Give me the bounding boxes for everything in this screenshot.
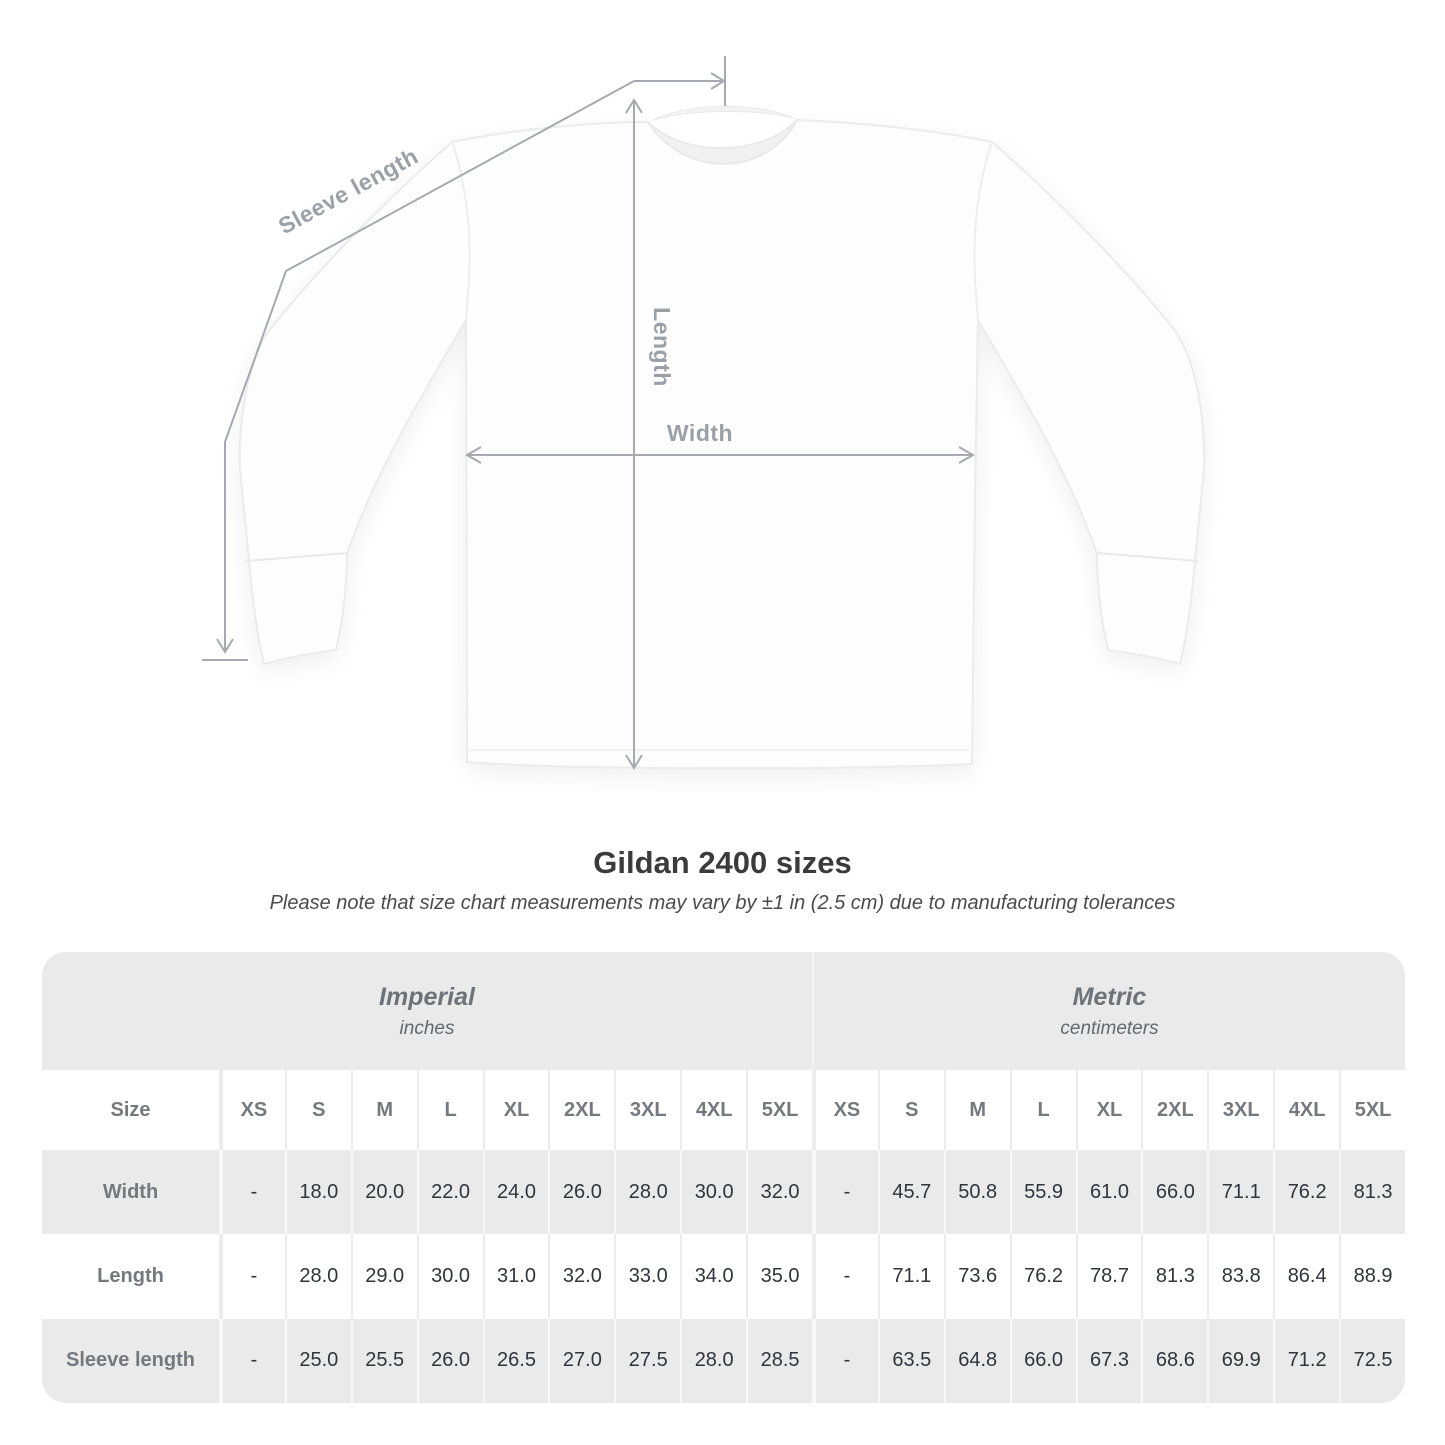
size-value-cell: 26.0 <box>548 1150 615 1235</box>
size-value-cell: 29.0 <box>350 1234 417 1319</box>
size-value-cell: 81.3 <box>1339 1150 1405 1235</box>
size-value-cell: 81.3 <box>1141 1234 1208 1319</box>
size-value-cell: 28.0 <box>680 1318 747 1403</box>
group-unit: centimeters <box>1060 1017 1159 1039</box>
size-value-cell: 22.0 <box>416 1150 483 1235</box>
size-column-header: 2XL <box>1141 1070 1208 1150</box>
size-table: Imperial inches Metric centimeters Size XS S M L… <box>42 952 1405 1403</box>
page-title: Gildan 2400 sizes <box>593 845 852 880</box>
collar-band <box>647 119 798 165</box>
long-sleeve-shirt-illustration <box>238 105 1206 770</box>
size-value-cell: - <box>811 1318 878 1403</box>
size-column-header: 4XL <box>680 1070 747 1150</box>
size-value-cell: 63.5 <box>877 1318 944 1403</box>
size-value-cell: 66.0 <box>1009 1318 1076 1403</box>
size-column-header: M <box>943 1070 1010 1150</box>
size-value-cell: 68.6 <box>1141 1318 1208 1403</box>
size-value-cell: 27.5 <box>614 1318 681 1403</box>
size-value-cell: 71.2 <box>1273 1318 1340 1403</box>
back-collar <box>652 105 794 121</box>
size-column-header: XS <box>219 1070 285 1150</box>
measurement-row-label: Length <box>42 1234 219 1319</box>
size-column-header: XS <box>811 1070 878 1150</box>
size-value-cell: 35.0 <box>746 1234 812 1319</box>
size-column-header: 5XL <box>1339 1070 1405 1150</box>
size-value-cell: 26.0 <box>416 1318 483 1403</box>
size-value-cell: 24.0 <box>482 1150 549 1235</box>
size-value-cell: 33.0 <box>614 1234 681 1319</box>
size-corner-header: Size <box>42 1070 219 1150</box>
size-value-cell: 25.0 <box>284 1318 351 1403</box>
size-value-cell: 31.0 <box>482 1234 549 1319</box>
width-measure <box>464 446 976 464</box>
group-title: Imperial <box>379 982 475 1011</box>
size-value-cell: 45.7 <box>877 1150 944 1235</box>
group-header-metric: Metric centimeters <box>811 952 1405 1070</box>
size-column-header: 5XL <box>746 1070 812 1150</box>
tolerance-note: Please note that size chart measurements… <box>269 892 1176 914</box>
size-value-cell: 32.0 <box>746 1150 812 1235</box>
size-value-cell: 71.1 <box>1207 1150 1274 1235</box>
size-column-header: 2XL <box>548 1070 615 1150</box>
size-column-header: L <box>1009 1070 1076 1150</box>
size-column-header: 3XL <box>614 1070 681 1150</box>
size-value-cell: 30.0 <box>680 1150 747 1235</box>
size-value-cell: 83.8 <box>1207 1234 1274 1319</box>
group-header-imperial: Imperial inches <box>42 952 812 1070</box>
measurement-row-label: Sleeve length <box>42 1318 219 1403</box>
size-column-header: S <box>284 1070 351 1150</box>
size-value-cell: - <box>811 1234 878 1319</box>
size-column-header: XL <box>482 1070 549 1150</box>
size-value-cell: 88.9 <box>1339 1234 1405 1319</box>
size-column-header: L <box>416 1070 483 1150</box>
size-value-cell: 26.5 <box>482 1318 549 1403</box>
sleeve-length-measure <box>202 56 726 661</box>
size-value-cell: 67.3 <box>1075 1318 1142 1403</box>
shirt-measurement-diagram: Width Length Sleeve length <box>202 56 1206 770</box>
size-value-cell: 50.8 <box>943 1150 1010 1235</box>
length-label: Length <box>649 307 675 387</box>
size-value-cell: 61.0 <box>1075 1150 1142 1235</box>
shirt-outline <box>238 118 1206 770</box>
size-value-cell: 69.9 <box>1207 1318 1274 1403</box>
group-unit: inches <box>399 1017 455 1039</box>
size-value-cell: 18.0 <box>284 1150 351 1235</box>
size-value-cell: 30.0 <box>416 1234 483 1319</box>
size-value-cell: 76.2 <box>1273 1150 1340 1235</box>
size-column-header: 3XL <box>1207 1070 1274 1150</box>
size-value-cell: 71.1 <box>877 1234 944 1319</box>
size-column-header: 4XL <box>1273 1070 1340 1150</box>
size-value-cell: 76.2 <box>1009 1234 1076 1319</box>
cuff-seams <box>245 552 1199 562</box>
size-value-cell: 28.5 <box>746 1318 812 1403</box>
size-value-cell: 66.0 <box>1141 1150 1208 1235</box>
size-value-cell: 27.0 <box>548 1318 615 1403</box>
size-value-cell: - <box>811 1150 878 1235</box>
size-value-cell: 25.5 <box>350 1318 417 1403</box>
size-value-cell: 64.8 <box>943 1318 1010 1403</box>
group-title: Metric <box>1072 982 1147 1011</box>
size-value-cell: 28.0 <box>614 1150 681 1235</box>
length-measure <box>625 98 643 770</box>
size-value-cell: - <box>219 1234 285 1319</box>
size-value-cell: 78.7 <box>1075 1234 1142 1319</box>
size-value-cell: 34.0 <box>680 1234 747 1319</box>
size-value-cell: 32.0 <box>548 1234 615 1319</box>
size-column-header: M <box>350 1070 417 1150</box>
armhole-seams <box>452 143 992 321</box>
width-label: Width <box>667 420 733 446</box>
size-value-cell: - <box>219 1150 285 1235</box>
size-value-cell: 86.4 <box>1273 1234 1340 1319</box>
size-value-cell: 20.0 <box>350 1150 417 1235</box>
size-value-cell: - <box>219 1318 285 1403</box>
size-value-cell: 55.9 <box>1009 1150 1076 1235</box>
size-value-cell: 72.5 <box>1339 1318 1405 1403</box>
measurement-row-label: Width <box>42 1150 219 1235</box>
size-value-cell: 73.6 <box>943 1234 1010 1319</box>
size-column-header: S <box>877 1070 944 1150</box>
size-value-cell: 28.0 <box>284 1234 351 1319</box>
size-column-header: XL <box>1075 1070 1142 1150</box>
